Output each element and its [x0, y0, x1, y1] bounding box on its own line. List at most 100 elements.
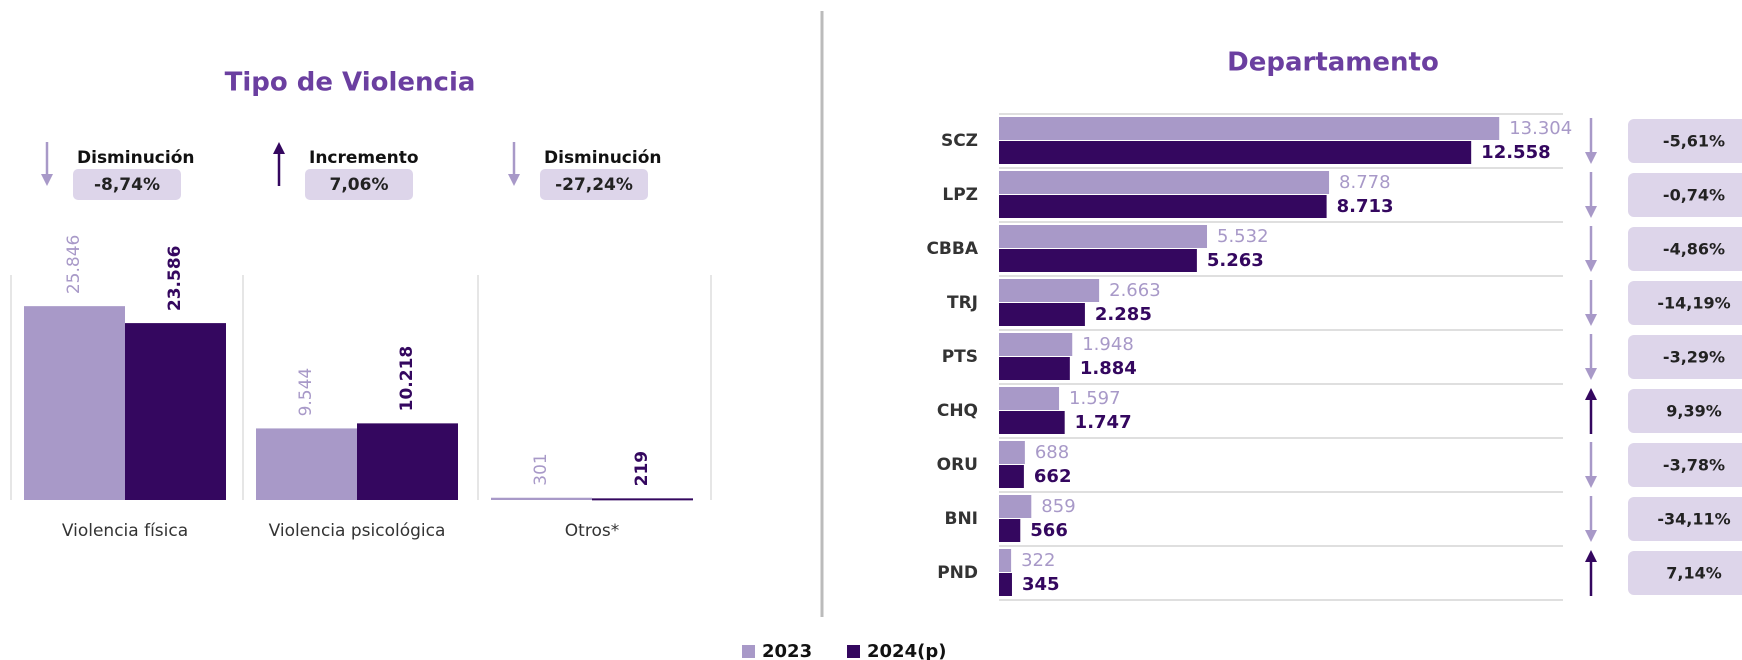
change-title: Disminución [77, 148, 195, 168]
bar [999, 495, 1032, 518]
chart-title: Departamento [1227, 48, 1439, 78]
change-box [1628, 227, 1742, 271]
change-box [1628, 497, 1742, 541]
change-label: 7,06% [330, 175, 389, 195]
change-arrow [1585, 280, 1597, 326]
bar [999, 387, 1060, 410]
value-label: 23.586 [165, 245, 185, 311]
arrow-part [1585, 476, 1597, 488]
value-label: 2.285 [1095, 304, 1152, 325]
arrow-part [41, 174, 53, 186]
y-tick-label: ORU [937, 455, 978, 475]
arrow-part [1585, 530, 1597, 542]
change-box [1628, 119, 1742, 163]
change-title: Incremento [309, 148, 419, 168]
y-tick-label: LPZ [942, 185, 978, 205]
arrow-part [1585, 260, 1597, 272]
change-label: 9,39% [1666, 402, 1722, 421]
value-label: 688 [1035, 442, 1069, 463]
bar [592, 498, 693, 501]
y-tick-label: PND [937, 563, 978, 583]
value-label: 2.663 [1109, 280, 1161, 301]
change-label: -3,78% [1663, 456, 1725, 475]
bar [999, 279, 1100, 302]
x-tick-label: Violencia física [62, 521, 188, 541]
value-label: 219 [632, 451, 652, 487]
legend-label: 2023 [762, 641, 812, 660]
bar [24, 306, 125, 500]
legend-swatch [847, 645, 860, 658]
change-box [73, 169, 181, 200]
change-arrow [1585, 550, 1597, 596]
change-title: Disminución [544, 148, 662, 168]
value-label: 13.304 [1509, 118, 1572, 139]
arrow-part [1585, 314, 1597, 326]
value-label: 25.846 [64, 235, 84, 294]
chart-title: Tipo de Violencia [225, 68, 476, 98]
change-arrow [1585, 442, 1597, 488]
value-label: 9.544 [296, 368, 316, 417]
bar [999, 117, 1500, 140]
value-label: 1.884 [1080, 358, 1137, 379]
change-label: -14,19% [1657, 294, 1730, 313]
value-label: 5.263 [1207, 250, 1264, 271]
bar [999, 519, 1021, 542]
y-tick-label: CHQ [937, 401, 978, 421]
bar [999, 549, 1012, 572]
bar [999, 573, 1012, 596]
change-label: -34,11% [1657, 510, 1730, 529]
arrow-part [1585, 152, 1597, 164]
y-tick-label: CBBA [926, 239, 978, 259]
change-box [1628, 443, 1742, 487]
arrow-part [273, 142, 285, 154]
y-tick-label: PTS [942, 347, 978, 367]
bar [999, 303, 1085, 326]
y-tick-label: SCZ [941, 131, 978, 151]
legend-label: 2024(p) [867, 641, 946, 660]
arrow-part [1585, 368, 1597, 380]
change-label: -3,29% [1663, 348, 1725, 367]
change-arrow [273, 142, 285, 186]
change-arrow [1585, 118, 1597, 164]
bar [999, 465, 1024, 488]
legend-swatch [742, 645, 755, 658]
change-arrow [1585, 388, 1597, 434]
change-box [1628, 335, 1742, 379]
value-label: 10.218 [397, 346, 417, 412]
bar [357, 423, 458, 500]
change-label: -5,61% [1663, 132, 1725, 151]
bar [999, 357, 1070, 380]
change-box [540, 169, 648, 200]
bar [999, 141, 1472, 164]
bar [256, 428, 357, 500]
y-tick-label: BNI [944, 509, 978, 529]
value-label: 1.597 [1069, 388, 1121, 409]
change-arrow [41, 142, 53, 186]
change-label: -0,74% [1663, 186, 1725, 205]
bar [999, 333, 1073, 356]
value-label: 1.948 [1082, 334, 1134, 355]
y-tick-label: TRJ [947, 293, 978, 313]
arrow-part [1585, 388, 1597, 400]
x-tick-label: Otros* [565, 521, 619, 541]
change-box [305, 169, 413, 200]
value-label: 566 [1030, 520, 1068, 541]
bar [999, 249, 1197, 272]
change-arrow [1585, 172, 1597, 218]
change-label: -8,74% [94, 175, 160, 195]
value-label: 8.713 [1337, 196, 1394, 217]
change-arrow [1585, 334, 1597, 380]
value-label: 1.747 [1075, 412, 1132, 433]
change-arrow [1585, 496, 1597, 542]
change-arrow [508, 142, 520, 186]
change-box [1628, 551, 1742, 595]
bar [999, 225, 1208, 248]
value-label: 301 [531, 453, 551, 485]
change-label: -27,24% [555, 175, 633, 195]
change-box [1628, 281, 1742, 325]
bar [999, 411, 1065, 434]
change-box [1628, 173, 1742, 217]
arrow-part [508, 174, 520, 186]
change-label: 7,14% [1666, 564, 1722, 583]
